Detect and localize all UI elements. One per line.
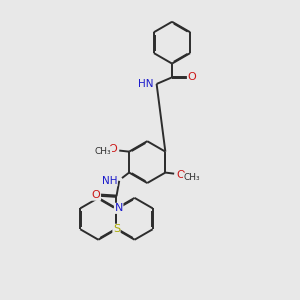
Text: O: O: [92, 190, 100, 200]
Text: O: O: [188, 72, 196, 82]
Text: O: O: [108, 144, 117, 154]
Text: NH: NH: [101, 176, 117, 186]
Text: CH₃: CH₃: [95, 147, 112, 156]
Text: CH₃: CH₃: [184, 173, 200, 182]
Text: S: S: [113, 224, 120, 234]
Text: O: O: [176, 170, 185, 180]
Text: HN: HN: [138, 79, 154, 89]
Text: N: N: [115, 203, 123, 213]
